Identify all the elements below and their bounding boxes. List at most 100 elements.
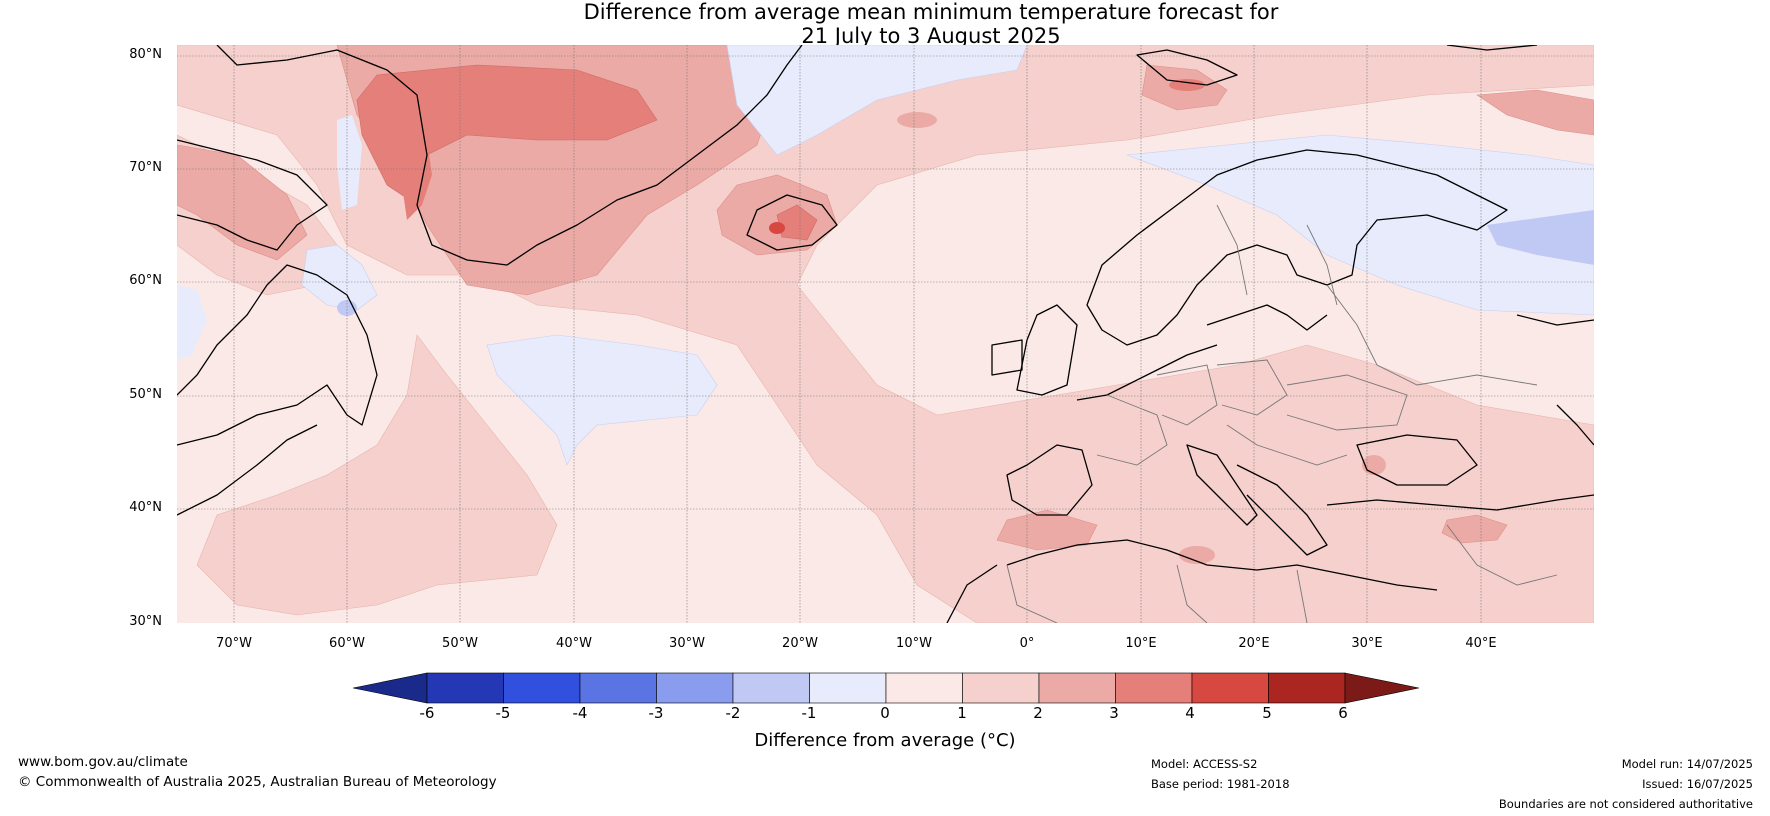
colorbar-tick: 2 (1033, 704, 1043, 722)
colorbar-segment (1038, 672, 1116, 704)
anomaly-region-3-4-iceland (776, 204, 818, 241)
colorbar-segment (579, 672, 657, 704)
anomaly-region-1-2-atlantic (196, 334, 558, 616)
colorbar-tick: -3 (648, 704, 664, 722)
colorbar-segment (1115, 672, 1193, 704)
coast-novaya-zemlya (1446, 45, 1538, 51)
colorbar-segment (1268, 672, 1346, 704)
border-middle-east (1446, 524, 1558, 586)
coast-uk (1016, 304, 1078, 396)
boundaries-disclaimer: Boundaries are not considered authoritat… (1498, 797, 1753, 811)
anomaly-region-minus-1-0-labrador (301, 244, 378, 311)
colorbar-tick: -5 (495, 704, 511, 722)
coast-black-sea (1356, 434, 1478, 486)
coast-ireland (991, 339, 1023, 376)
colorbar-tick: -1 (801, 704, 817, 722)
anomaly-region-minus-1-0-west-edge (177, 285, 207, 360)
anomaly-region-2-3-barents (1476, 89, 1594, 136)
anomaly-region-minus-1-0-north-atlantic (486, 334, 718, 466)
lon-label-30w: 30°W (669, 636, 705, 651)
coast-turkey (1326, 494, 1594, 511)
coast-iceland (746, 194, 838, 251)
anomaly-region-minus-1-0-fram-strait (726, 45, 1028, 156)
lat-label-80n: 80°N (129, 47, 162, 62)
coast-north-africa (1006, 539, 1438, 591)
colorbar-segments (426, 672, 1346, 704)
anomaly-region-minus-2-minus-1-barents (1487, 210, 1594, 265)
coast-labrador (177, 264, 378, 446)
issued-date: Issued: 16/07/2025 (1642, 777, 1753, 791)
colorbar-tick: 0 (880, 704, 890, 722)
anomaly-region-minus-1-0-greenland-west (337, 115, 362, 210)
coast-italy (1186, 444, 1258, 526)
coast-svalbard (1136, 49, 1238, 86)
colorbar-label: Difference from average (°C) (754, 730, 1016, 751)
map-title: Difference from average mean minimum tem… (0, 0, 1770, 48)
anomaly-patch-iceland-peak (769, 222, 785, 234)
anomaly-region-minus-1-0-arctic (1126, 134, 1594, 316)
base-period: Base period: 1981-2018 (1151, 777, 1290, 791)
colorbar-tick: 6 (1338, 704, 1348, 722)
title-line-1: Difference from average mean minimum tem… (583, 0, 1279, 24)
border-finland (1306, 224, 1338, 306)
colorbar-segment (732, 672, 810, 704)
colorbar-tick: -4 (572, 704, 588, 722)
coast-morocco (946, 564, 998, 623)
map-canvas (177, 45, 1594, 623)
colorbar-tick: 4 (1185, 704, 1195, 722)
lat-label-70n: 70°N (129, 160, 162, 175)
website-link[interactable]: www.bom.gov.au/climate (18, 754, 188, 770)
anomaly-patch-libya (1179, 546, 1215, 564)
colorbar-segment (503, 672, 581, 704)
lon-label-30e: 30°E (1351, 636, 1383, 651)
border-france (1096, 394, 1168, 466)
model-run-date: Model run: 14/07/2025 (1621, 757, 1753, 771)
coast-baltic (1206, 304, 1328, 331)
border-algeria (1006, 564, 1058, 623)
lon-label-40e: 40°E (1465, 636, 1497, 651)
lon-label-10w: 10°W (896, 636, 932, 651)
colorbar-over-arrow (1344, 672, 1419, 704)
colorbar-tick: 3 (1109, 704, 1119, 722)
lon-label-0: 0° (1019, 636, 1035, 651)
graticule (177, 45, 1594, 623)
lon-label-20w: 20°W (782, 636, 818, 651)
lat-label-30n: 30°N (129, 614, 162, 629)
anomaly-patch-norwegian-sea (897, 112, 937, 128)
anomaly-region-2-3-algeria (996, 509, 1098, 551)
lon-label-50w: 50°W (442, 636, 478, 651)
lon-label-20e: 20°E (1238, 636, 1270, 651)
coast-greenland (216, 45, 803, 266)
border-balkans (1226, 424, 1348, 466)
border-egypt (1296, 569, 1308, 623)
lat-label-40n: 40°N (129, 500, 162, 515)
colorbar-under-arrow (353, 672, 428, 704)
colorbar-segment (426, 672, 504, 704)
colorbar-segment (885, 672, 963, 704)
border-poland (1216, 359, 1288, 416)
lon-label-70w: 70°W (216, 636, 252, 651)
lon-label-40w: 40°W (556, 636, 592, 651)
colorbar-segment (962, 672, 1040, 704)
lat-label-50n: 50°N (129, 387, 162, 402)
anomaly-region-3-4-greenland (356, 64, 658, 206)
anomaly-region-3-4-greenland-coast (402, 140, 432, 220)
border-sweden-norway (1216, 204, 1248, 296)
colorbar-tick: 1 (957, 704, 967, 722)
border-ukraine (1286, 374, 1408, 431)
anomaly-region-2-3-baffin (177, 144, 308, 261)
colorbar-tick: 5 (1262, 704, 1272, 722)
anomaly-region-2-3-turkey (1441, 514, 1508, 544)
coast-scandinavia (1086, 149, 1508, 346)
coast-caspian (1556, 404, 1594, 446)
colorbar-tick: -2 (725, 704, 741, 722)
temperature-anomaly-map (177, 45, 1594, 623)
coast-europe-west (1076, 344, 1218, 401)
coast-iberia (1006, 444, 1093, 516)
coast-arctic-russia (1516, 314, 1594, 326)
colorbar (353, 672, 1419, 704)
title-line-2: 21 July to 3 August 2025 (801, 24, 1061, 48)
copyright-text: © Commonwealth of Australia 2025, Austra… (18, 774, 497, 790)
political-boundaries (1006, 204, 1558, 623)
border-russia-west (1326, 284, 1538, 386)
